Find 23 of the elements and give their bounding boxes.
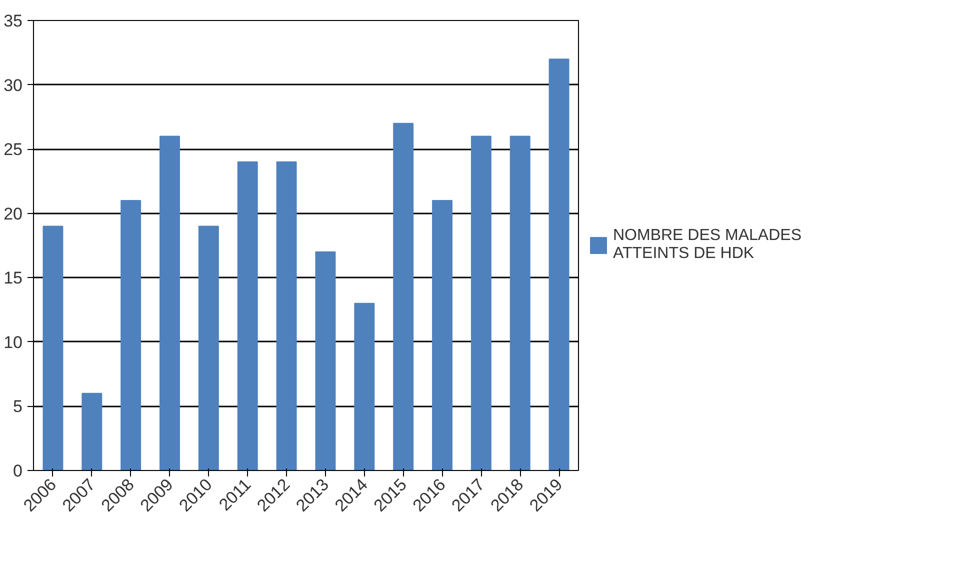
y-tick-label: 25 — [4, 140, 23, 160]
bar — [432, 200, 452, 470]
bar — [198, 226, 219, 470]
bar — [237, 161, 258, 470]
y-tick-label: 20 — [4, 204, 23, 224]
bar — [510, 136, 530, 470]
bar — [42, 226, 64, 470]
bar — [315, 251, 336, 470]
legend-label: NOMBRE DES MALADES ATTEINTS DE HDK — [613, 227, 802, 263]
bar — [470, 136, 492, 470]
bar — [160, 136, 180, 470]
bar — [276, 161, 297, 470]
y-tick-label: 0 — [13, 462, 23, 480]
bar — [393, 122, 414, 470]
y-tick-label: 5 — [13, 397, 23, 416]
bar — [82, 392, 102, 470]
bar — [548, 58, 570, 470]
y-tick-label: 35 — [4, 12, 23, 30]
bar — [354, 302, 375, 470]
y-tick-label: 30 — [4, 76, 23, 95]
y-tick-label: 15 — [4, 268, 23, 288]
bar — [120, 200, 142, 470]
y-tick-label: 10 — [4, 332, 23, 352]
